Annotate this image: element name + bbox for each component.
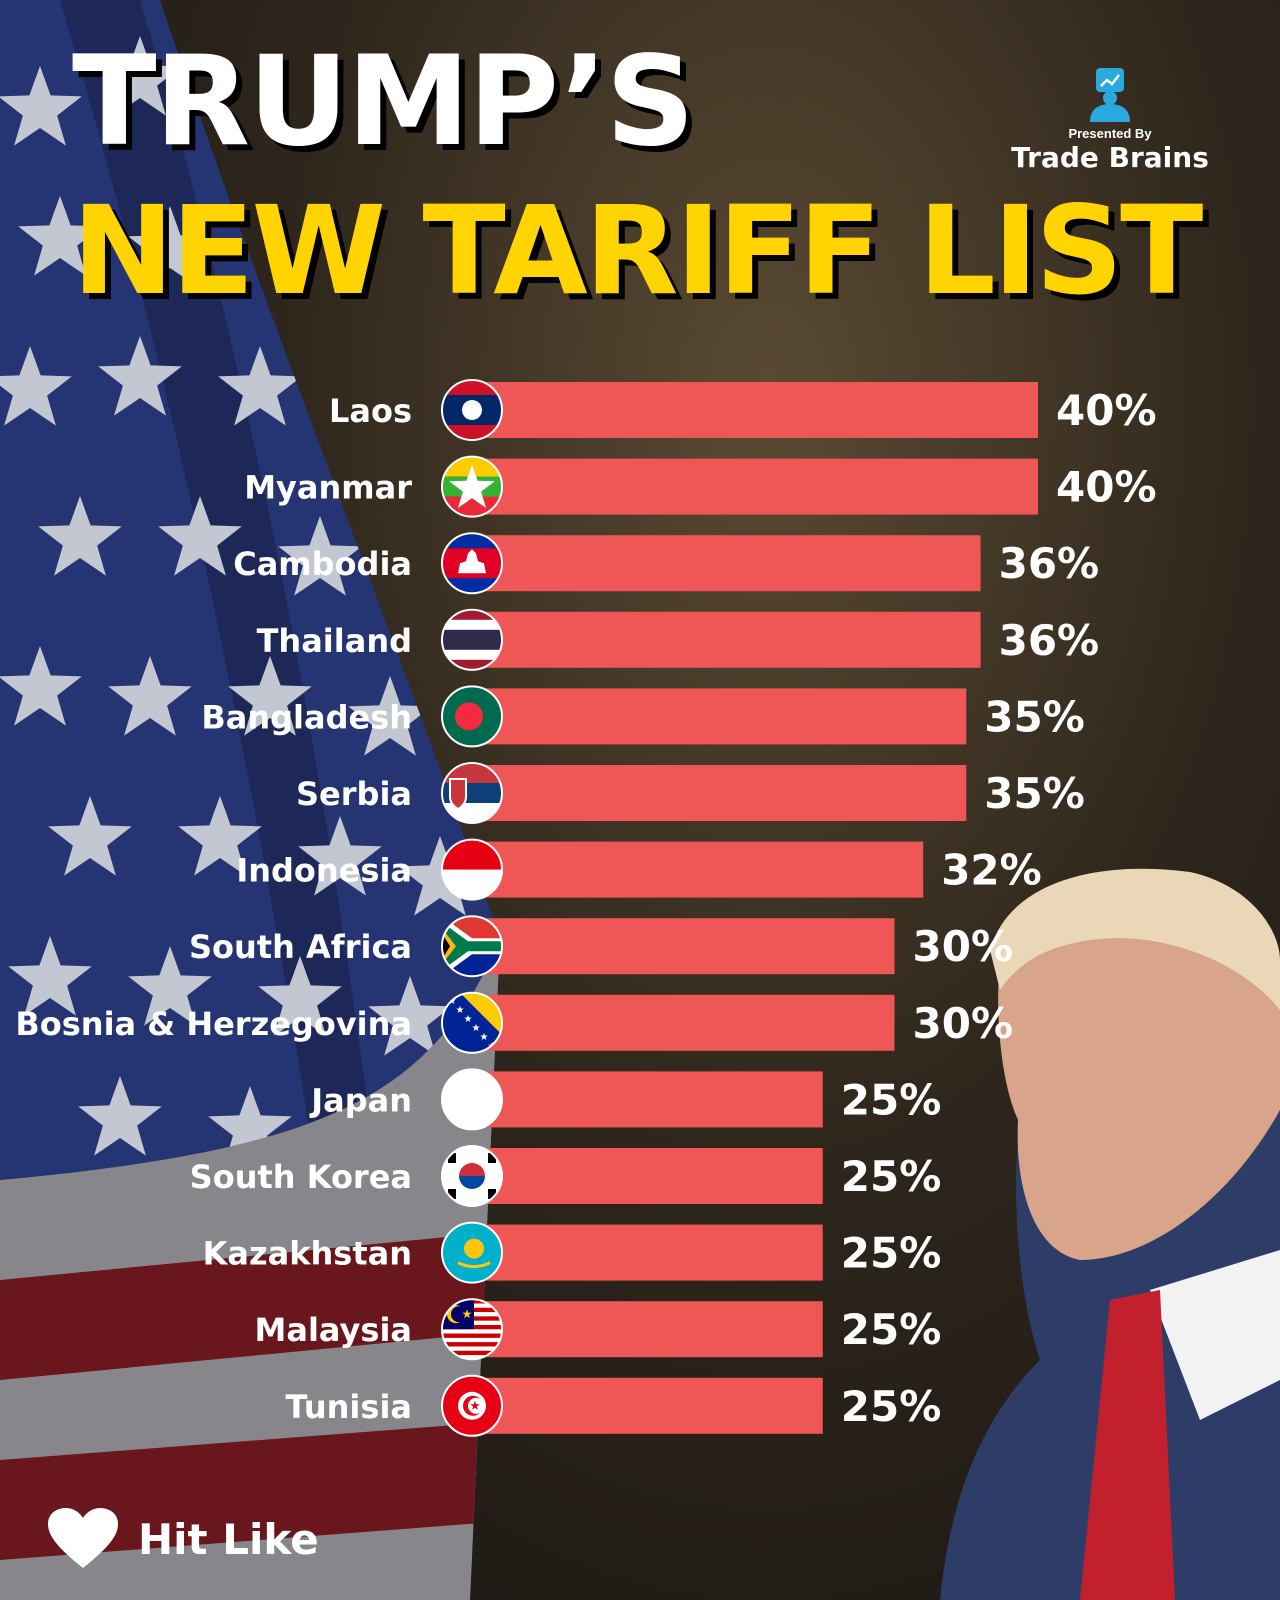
bar [464, 994, 895, 1051]
bar [464, 688, 967, 745]
brand-name: Trade Brains [1011, 141, 1209, 174]
category-label: Tunisia [286, 1388, 412, 1426]
south-korea-flag-icon [442, 1146, 502, 1206]
bar [464, 1301, 823, 1358]
value-label: 35% [984, 769, 1085, 818]
value-label: 40% [1056, 386, 1157, 435]
bar-row: South Korea 25% [190, 1145, 942, 1207]
value-label: 25% [841, 1229, 942, 1278]
title-line-1: TRUMP’S [72, 30, 695, 174]
bar [464, 1377, 823, 1434]
heart-icon [48, 1508, 118, 1568]
title-line-2: NEW TARIFF LIST [72, 180, 1203, 322]
value-label: 35% [984, 692, 1085, 741]
tunisia-flag-icon [442, 1375, 502, 1436]
bar [464, 1148, 823, 1204]
value-label: 36% [999, 539, 1100, 588]
value-label: 30% [913, 999, 1014, 1048]
bar [464, 382, 1038, 438]
value-label: 36% [999, 616, 1100, 665]
thailand-flag-icon [442, 609, 502, 670]
category-label: Laos [329, 392, 412, 430]
category-label: Thailand [257, 622, 412, 660]
bar [464, 611, 981, 668]
bar-row: Laos 40% [329, 379, 1157, 441]
bar [464, 1224, 823, 1281]
category-label: Indonesia [236, 852, 412, 890]
category-label: Bangladesh [201, 698, 412, 736]
cambodia-flag-icon [442, 533, 502, 594]
bar-row: Japan 25% [309, 1068, 942, 1131]
category-label: Cambodia [233, 545, 412, 583]
value-label: 25% [841, 1382, 942, 1431]
bar-row: South Africa 30% [189, 915, 1014, 978]
bar-row: Thailand 36% [257, 608, 1100, 671]
category-label: Bosnia & Herzegovina [15, 1005, 412, 1043]
laos-flag-icon [442, 380, 502, 440]
japan-flag-icon [442, 1069, 502, 1130]
category-label: South Korea [190, 1158, 412, 1196]
value-label: 25% [841, 1305, 942, 1354]
value-label: 25% [841, 1152, 942, 1201]
category-label: Japan [309, 1081, 412, 1119]
kazakhstan-flag-icon [442, 1222, 502, 1283]
value-label: 30% [913, 922, 1014, 971]
bar-row: Malaysia 25% [255, 1298, 942, 1361]
category-label: Malaysia [255, 1311, 412, 1349]
bar-row: Kazakhstan 25% [203, 1221, 942, 1284]
category-label: Serbia [296, 775, 412, 813]
bar [464, 918, 895, 975]
bar-row: Tunisia 25% [286, 1374, 942, 1437]
malaysia-flag-icon [442, 1299, 502, 1360]
bar [464, 535, 981, 592]
presented-by-label: Presented By [1068, 126, 1152, 141]
bar [464, 458, 1038, 515]
brand-block: Presented By Trade Brains [1010, 66, 1210, 174]
person-silhouette [940, 868, 1280, 1600]
hit-like-label: Hit Like [138, 1514, 319, 1564]
trade-brains-logo-icon [1090, 68, 1130, 122]
bar-row: Myanmar 40% [244, 455, 1157, 518]
bar-row: Bangladesh 35% [201, 685, 1085, 748]
value-label: 32% [941, 846, 1042, 895]
bar-row: Bosnia & Herzegovina 30% [15, 991, 1014, 1054]
value-label: 25% [841, 1075, 942, 1124]
bar-row: Serbia 35% [296, 762, 1085, 824]
value-label: 40% [1056, 463, 1157, 512]
bosnia-flag-icon [442, 992, 502, 1053]
bar [464, 841, 924, 898]
hit-like-cta[interactable]: Hit Like [48, 1508, 319, 1570]
bar [464, 1071, 823, 1128]
bar [464, 765, 967, 821]
category-label: Myanmar [244, 469, 412, 507]
category-label: South Africa [189, 928, 412, 966]
bar-row: Cambodia 36% [233, 532, 1100, 595]
bangladesh-flag-icon [442, 686, 502, 747]
bar-row: Indonesia 32% [236, 838, 1042, 901]
category-label: Kazakhstan [203, 1235, 412, 1273]
